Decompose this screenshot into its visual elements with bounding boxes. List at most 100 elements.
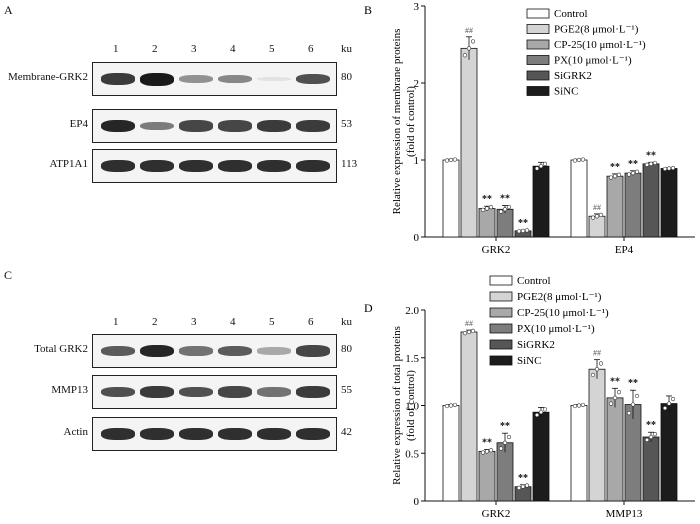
x-category-label: MMP13 xyxy=(606,508,643,520)
lane-number: 4 xyxy=(230,316,236,328)
data-point xyxy=(542,407,548,412)
legend-swatch xyxy=(489,339,513,350)
data-point xyxy=(616,172,622,177)
data-point xyxy=(520,228,526,233)
bar xyxy=(606,397,624,502)
data-point xyxy=(502,207,508,212)
blot-band xyxy=(218,74,252,84)
data-point xyxy=(634,393,640,399)
data-point xyxy=(612,174,618,179)
blot-band xyxy=(179,159,213,173)
blot-strip xyxy=(92,334,337,368)
blot-band xyxy=(101,159,135,173)
ku-unit-label: ku xyxy=(341,43,352,55)
bar xyxy=(532,411,550,502)
data-point xyxy=(644,162,650,167)
data-point xyxy=(670,396,676,402)
blot-strip xyxy=(92,62,337,96)
y-tick-label: 0 xyxy=(414,496,420,508)
blot-band xyxy=(257,159,291,173)
bar xyxy=(588,215,606,238)
significance-label: ** xyxy=(518,473,528,484)
data-point xyxy=(580,157,586,162)
data-point xyxy=(516,485,522,490)
legend-swatch xyxy=(526,70,550,81)
data-point xyxy=(626,411,632,416)
x-category-label: GRK2 xyxy=(482,508,511,520)
lane-number: 3 xyxy=(191,316,197,328)
y-axis-label: Relative expression of total proteins xyxy=(391,326,403,485)
data-point xyxy=(524,228,530,233)
bar xyxy=(570,405,588,502)
blot-band xyxy=(179,346,213,356)
data-point xyxy=(516,229,522,234)
data-point xyxy=(470,39,476,44)
significance-label: ** xyxy=(518,218,528,229)
blot-strip xyxy=(92,417,337,451)
blot-strip xyxy=(92,109,337,143)
y-tick-label: 3 xyxy=(414,1,420,13)
data-point xyxy=(644,437,650,442)
bar xyxy=(496,208,514,238)
molecular-weight-label: 55 xyxy=(341,384,352,396)
data-point xyxy=(576,157,582,163)
bar xyxy=(460,331,478,502)
data-point xyxy=(630,402,636,407)
legend-swatch xyxy=(489,291,513,302)
y-axis-label: Relative expression of membrane proteins xyxy=(391,29,403,215)
data-point xyxy=(448,403,454,408)
bar xyxy=(478,208,496,238)
blot-band xyxy=(140,344,174,358)
blot-band xyxy=(257,427,291,441)
data-point xyxy=(594,367,600,372)
legend-label: PX(10 μmol·L⁻¹) xyxy=(517,323,595,335)
data-point xyxy=(534,166,540,171)
legend-swatch xyxy=(526,24,550,34)
blot-row-label: EP4 xyxy=(69,118,88,130)
legend-label: PGE2(8 μmol·L⁻¹) xyxy=(554,24,639,36)
significance-label: ** xyxy=(482,194,492,205)
data-point xyxy=(608,401,614,406)
y-tick-label: 1.0 xyxy=(405,401,419,413)
blot-strip xyxy=(92,375,337,409)
blot-band xyxy=(257,387,291,397)
legend-label: SiGRK2 xyxy=(517,339,555,351)
blot-row-label: Total GRK2 xyxy=(34,343,88,355)
data-point xyxy=(626,172,632,177)
data-point xyxy=(538,164,544,169)
blot-band xyxy=(140,427,174,441)
legend-label: SiNC xyxy=(554,86,578,98)
bar xyxy=(642,163,660,238)
blot-band xyxy=(218,427,252,441)
y-tick-label: 0 xyxy=(414,232,420,244)
panel-letter: B xyxy=(364,3,372,17)
x-category-label: EP4 xyxy=(615,244,634,256)
legend-swatch xyxy=(526,55,550,65)
molecular-weight-label: 42 xyxy=(341,426,352,438)
significance-label: ## xyxy=(465,26,473,35)
blot-row-label: MMP13 xyxy=(51,384,88,396)
significance-label: ** xyxy=(500,421,510,432)
data-point xyxy=(572,158,578,163)
data-point xyxy=(502,440,508,445)
data-point xyxy=(634,169,640,174)
significance-label: ** xyxy=(646,420,656,431)
lane-number: 1 xyxy=(113,43,119,55)
data-point xyxy=(666,166,672,171)
significance-label: ## xyxy=(593,203,601,212)
lane-number: 2 xyxy=(152,43,158,55)
data-point xyxy=(542,161,548,166)
blot-band xyxy=(218,120,252,132)
panel-c-letter: C xyxy=(4,268,13,282)
blot-band xyxy=(101,73,135,85)
data-point xyxy=(520,484,526,489)
legend-swatch xyxy=(526,39,550,50)
panel-letter: D xyxy=(364,301,373,315)
data-point xyxy=(580,402,586,408)
data-point xyxy=(488,205,494,210)
bar xyxy=(642,436,660,502)
data-point xyxy=(666,401,672,406)
data-point xyxy=(662,406,668,411)
data-point xyxy=(590,372,596,378)
blot-row-label: ATP1A1 xyxy=(49,158,88,170)
